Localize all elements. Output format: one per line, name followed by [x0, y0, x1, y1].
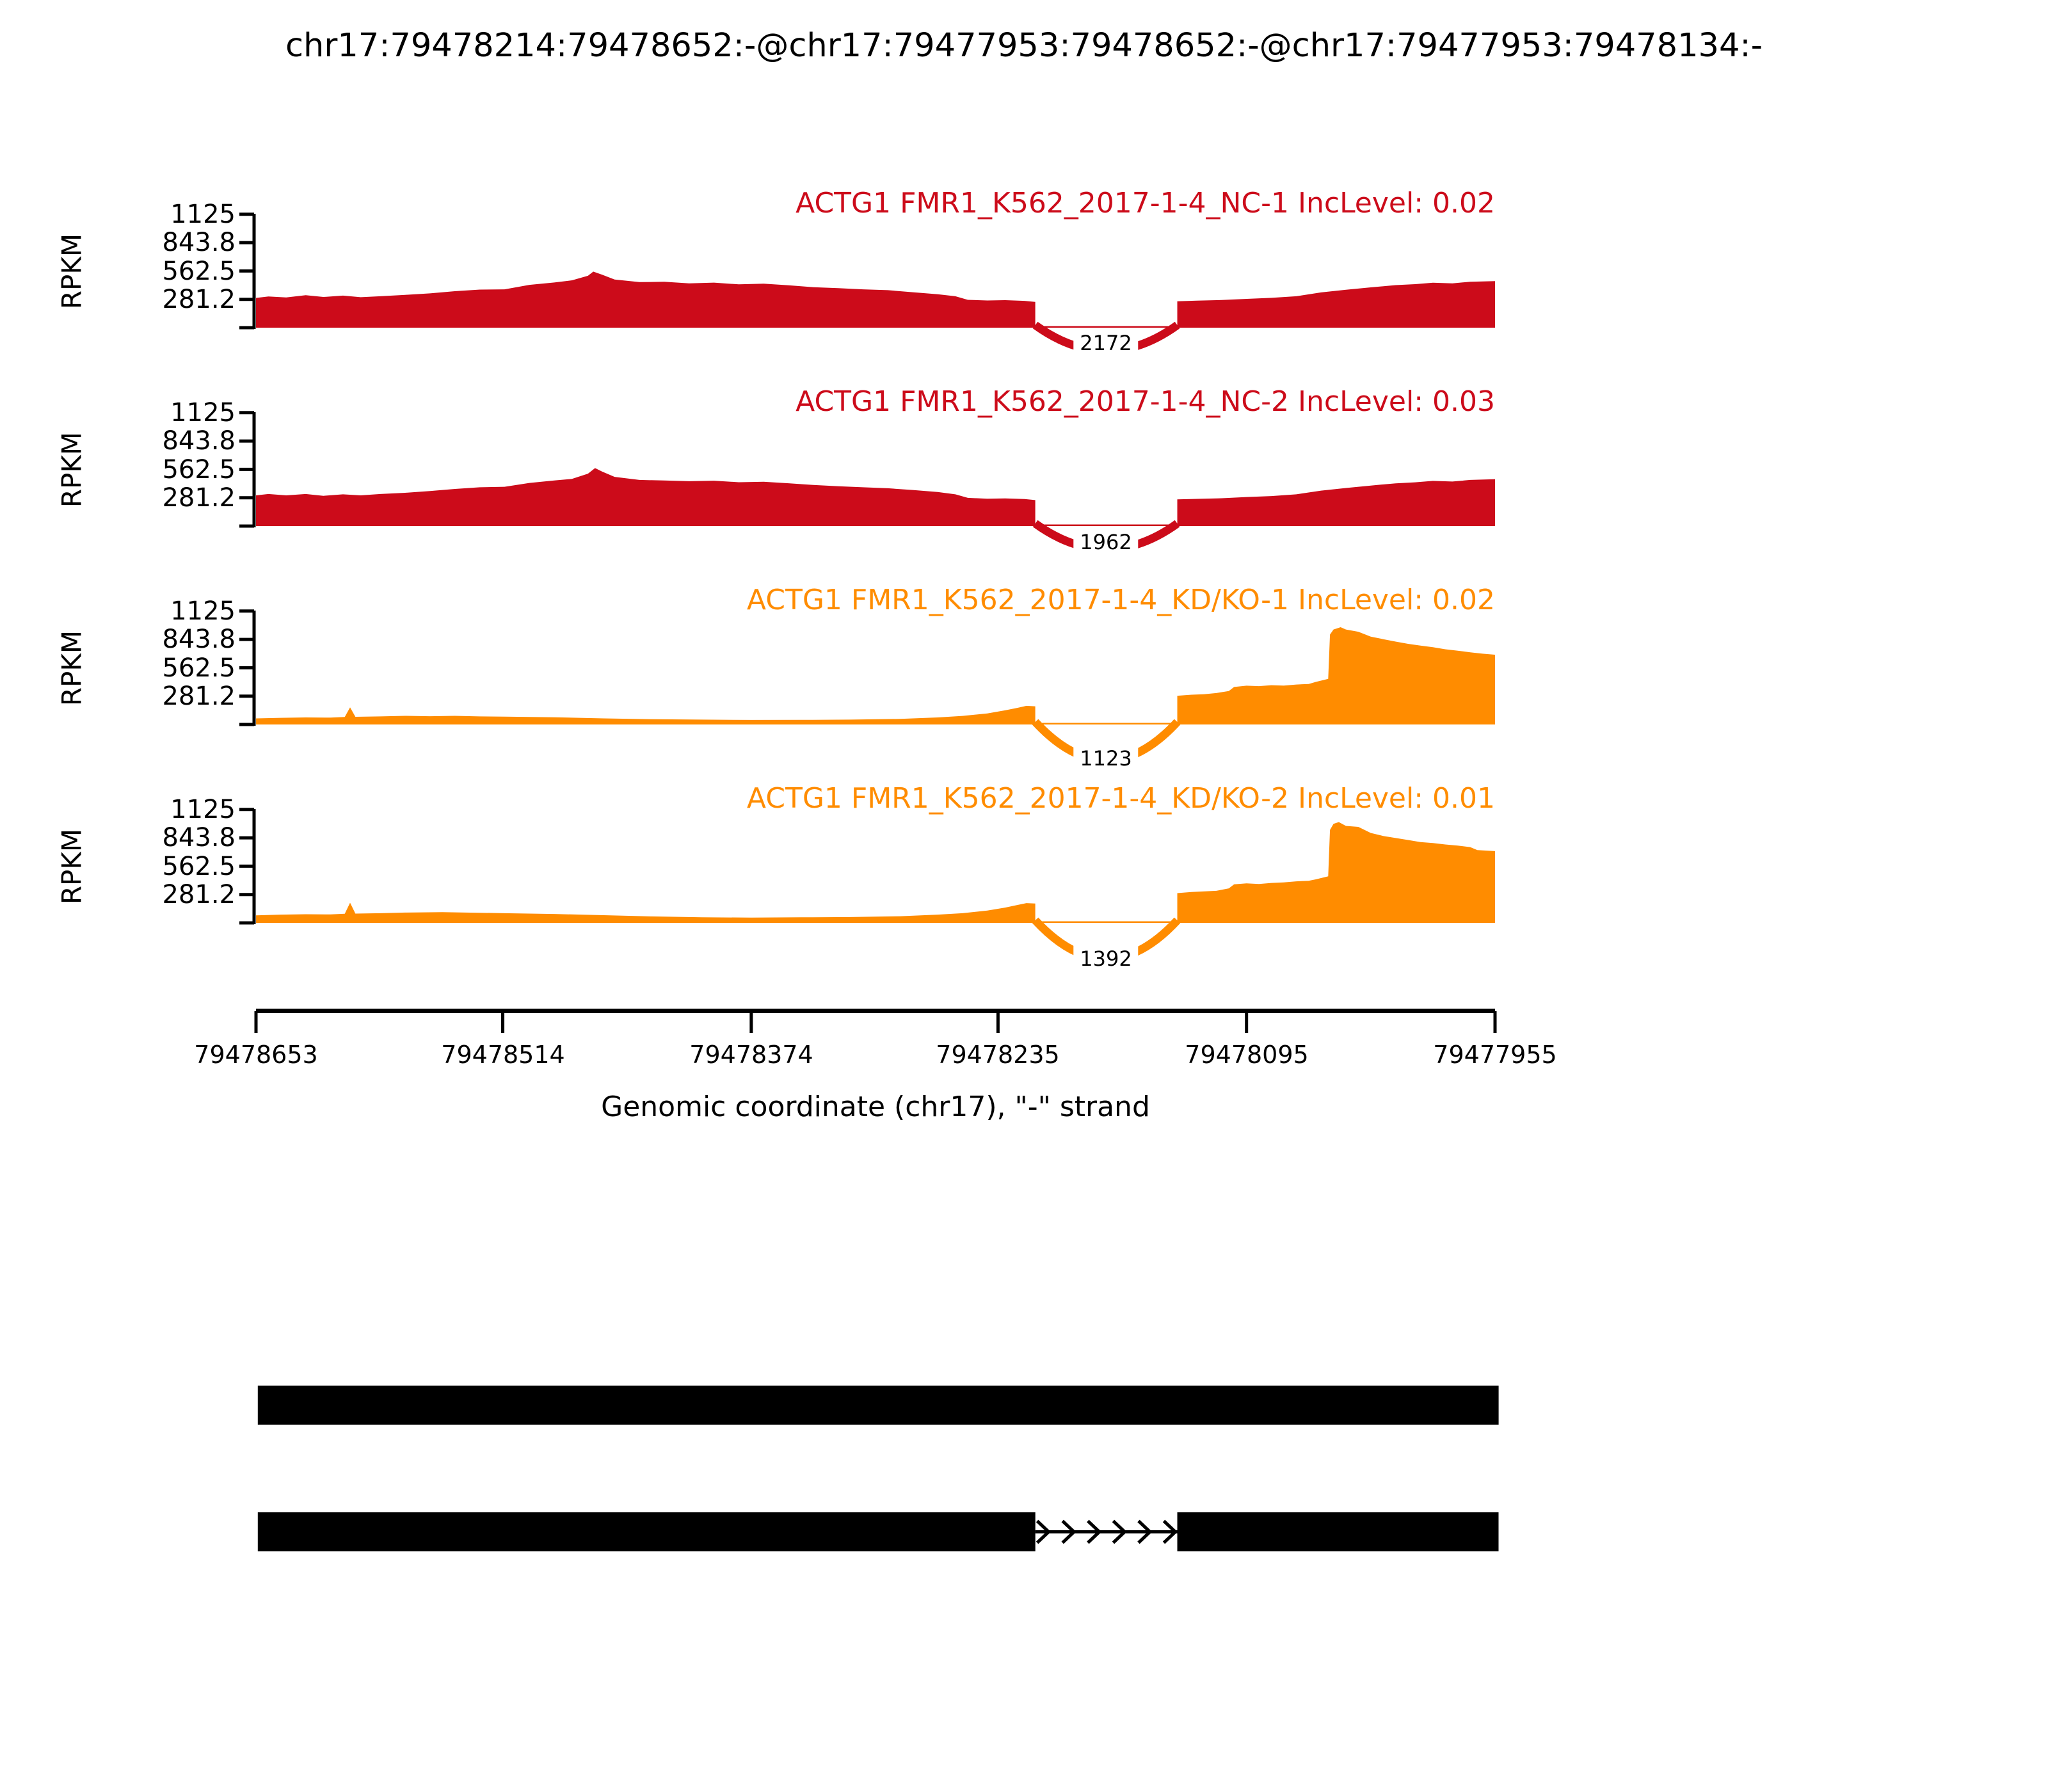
x-axis — [254, 1009, 1497, 1033]
y-tick-labels-track-1: 1125 843.8 562.5 281.2 — [162, 200, 236, 314]
x-tick-label: 79478235 — [936, 1041, 1060, 1069]
track-label-4: ACTG1 FMR1_K562_2017-1-4_KD/KO-2 IncLeve… — [746, 782, 1495, 815]
y-tick-labels-track-3: 1125 843.8 562.5 281.2 — [162, 597, 236, 710]
coverage-track-3 — [239, 609, 1495, 765]
intron-arrow — [1036, 1519, 1052, 1544]
track-label-2: ACTG1 FMR1_K562_2017-1-4_NC-2 IncLevel: … — [796, 385, 1495, 418]
junction-count-2: 1962 — [1073, 528, 1139, 556]
coverage-area — [256, 627, 1495, 724]
coverage-track-2 — [239, 411, 1495, 554]
y-tick: 843.8 — [162, 823, 236, 853]
intron-arrow — [1061, 1519, 1076, 1544]
y-tick: 562.5 — [162, 256, 236, 286]
intron-baseline — [1035, 921, 1178, 923]
y-axis-label-track-1: RPKM — [56, 233, 88, 310]
y-tick: 281.2 — [162, 879, 236, 909]
y-tick: 843.8 — [162, 426, 236, 456]
y-axis — [239, 808, 256, 925]
y-tick-labels-track-2: 1125 843.8 562.5 281.2 — [162, 399, 236, 512]
intron-baseline — [1035, 524, 1178, 526]
y-tick: 1125 — [170, 795, 236, 824]
y-axis — [239, 212, 256, 330]
coverage-area — [256, 271, 1495, 328]
y-axis — [239, 411, 256, 528]
intron-arrow — [1087, 1519, 1102, 1544]
y-tick: 843.8 — [162, 625, 236, 655]
plot-title: chr17:79478214:79478652:-@chr17:79477953… — [285, 27, 1763, 65]
y-tick: 562.5 — [162, 454, 236, 484]
gene-models — [257, 1386, 1499, 1551]
exon-bar — [1177, 1512, 1499, 1551]
y-axis-label-track-4: RPKM — [56, 828, 88, 905]
intron-arrow — [1137, 1519, 1153, 1544]
y-tick: 562.5 — [162, 851, 236, 881]
intron-arrow — [1112, 1519, 1128, 1544]
exon-bar — [257, 1386, 1499, 1425]
junction-count-1: 2172 — [1073, 329, 1139, 357]
x-tick-label: 79477955 — [1433, 1041, 1557, 1069]
x-tick-label: 79478374 — [689, 1041, 813, 1069]
x-tick-label: 79478653 — [194, 1041, 318, 1069]
junction-count-3: 1123 — [1073, 744, 1139, 772]
coverage-area — [256, 822, 1495, 923]
coverage-area — [256, 468, 1495, 526]
y-tick: 281.2 — [162, 284, 236, 314]
y-tick: 843.8 — [162, 228, 236, 258]
x-axis-title: Genomic coordinate (chr17), "-" strand — [601, 1091, 1150, 1123]
y-tick: 1125 — [170, 596, 236, 626]
track-label-3: ACTG1 FMR1_K562_2017-1-4_KD/KO-1 IncLeve… — [746, 584, 1495, 616]
y-tick-labels-track-4: 1125 843.8 562.5 281.2 — [162, 796, 236, 909]
y-axis — [239, 609, 256, 726]
coverage-track-4 — [239, 808, 1495, 963]
coverage-track-1 — [239, 212, 1495, 355]
intron-baseline — [1035, 723, 1178, 724]
junction-count-4: 1392 — [1073, 945, 1139, 973]
y-tick: 281.2 — [162, 681, 236, 711]
intron-arrow — [1162, 1519, 1178, 1544]
y-tick: 562.5 — [162, 653, 236, 683]
intron-baseline — [1035, 326, 1178, 328]
y-tick: 281.2 — [162, 483, 236, 513]
y-axis-label-track-2: RPKM — [56, 431, 88, 508]
x-tick-label: 79478095 — [1185, 1041, 1309, 1069]
track-label-1: ACTG1 FMR1_K562_2017-1-4_NC-1 IncLevel: … — [796, 187, 1495, 220]
y-tick: 1125 — [170, 398, 236, 428]
x-tick-label: 79478514 — [441, 1041, 565, 1069]
y-axis-label-track-3: RPKM — [56, 630, 88, 707]
y-tick: 1125 — [170, 200, 236, 229]
exon-bar — [257, 1512, 1036, 1551]
